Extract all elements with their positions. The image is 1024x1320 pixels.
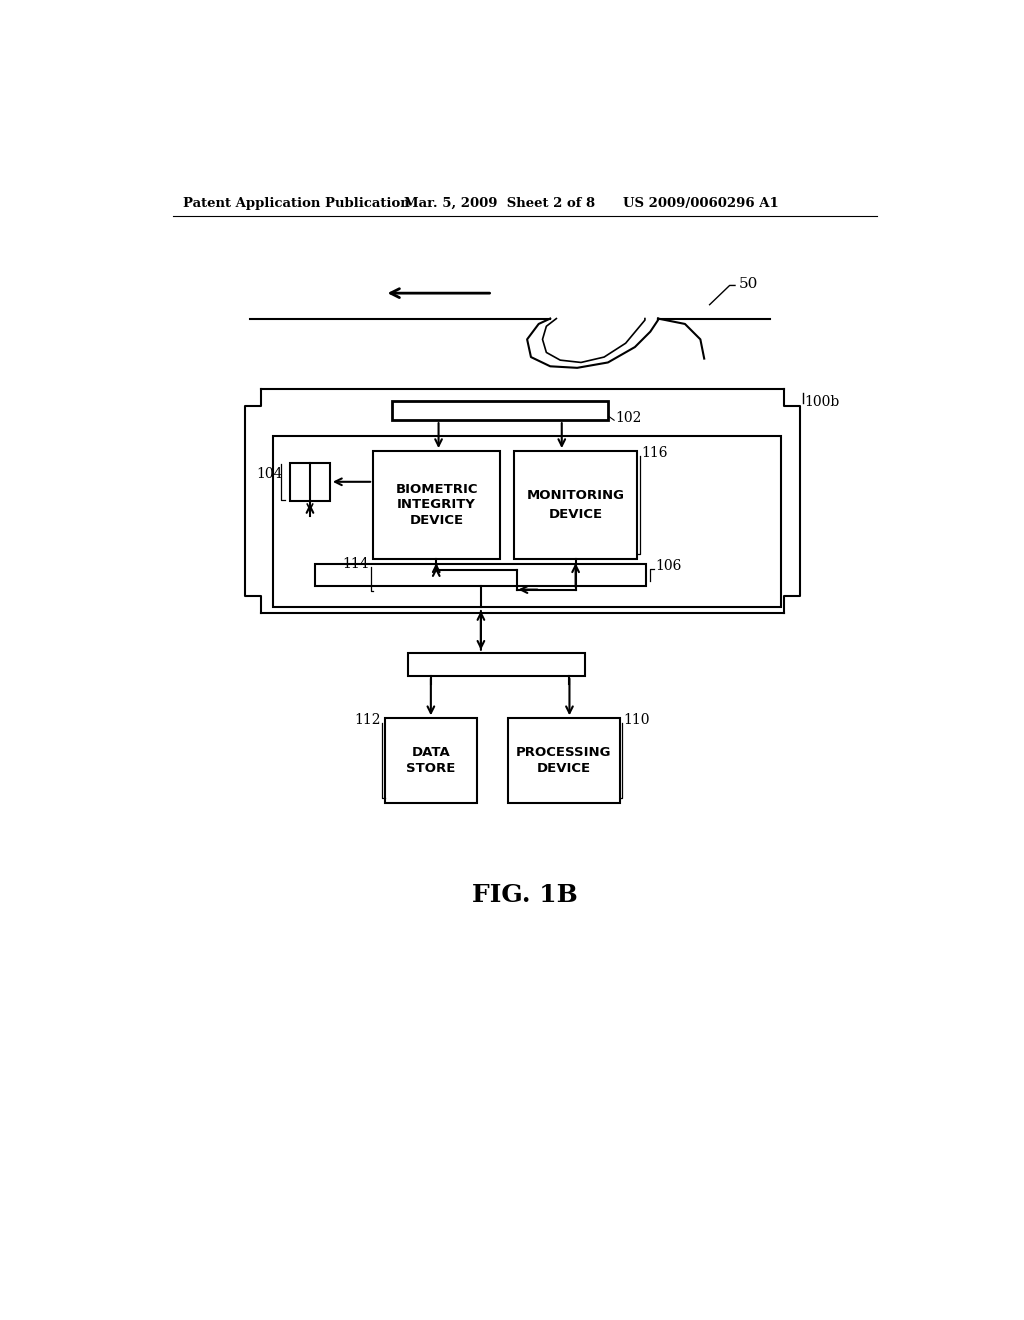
- Text: DEVICE: DEVICE: [537, 762, 591, 775]
- Bar: [408, 653, 585, 676]
- Text: STORE: STORE: [407, 762, 456, 775]
- Text: PROCESSING: PROCESSING: [516, 746, 611, 759]
- Bar: [392, 401, 608, 420]
- Text: BIOMETRIC: BIOMETRIC: [395, 483, 478, 496]
- Text: 50: 50: [739, 277, 758, 290]
- Bar: [273, 436, 781, 607]
- Text: 114: 114: [343, 557, 370, 572]
- Bar: [508, 718, 620, 803]
- Text: Mar. 5, 2009  Sheet 2 of 8: Mar. 5, 2009 Sheet 2 of 8: [403, 197, 595, 210]
- Text: US 2009/0060296 A1: US 2009/0060296 A1: [624, 197, 779, 210]
- Bar: [385, 718, 477, 803]
- Text: 116: 116: [641, 446, 668, 461]
- Text: DATA: DATA: [412, 746, 451, 759]
- Text: 100b: 100b: [804, 396, 840, 409]
- Bar: [514, 451, 637, 558]
- Text: FIG. 1B: FIG. 1B: [472, 883, 578, 907]
- Bar: [290, 462, 330, 502]
- Text: 102: 102: [615, 411, 642, 425]
- Text: DEVICE: DEVICE: [549, 508, 603, 520]
- Text: DEVICE: DEVICE: [410, 513, 464, 527]
- Text: MONITORING: MONITORING: [526, 490, 625, 502]
- Bar: [315, 564, 646, 586]
- Bar: [373, 451, 500, 558]
- Text: INTEGRITY: INTEGRITY: [397, 499, 476, 511]
- Text: Patent Application Publication: Patent Application Publication: [183, 197, 410, 210]
- Text: 104: 104: [257, 467, 283, 480]
- Text: 106: 106: [655, 560, 682, 573]
- Text: 110: 110: [624, 713, 650, 727]
- Text: 112: 112: [354, 713, 381, 727]
